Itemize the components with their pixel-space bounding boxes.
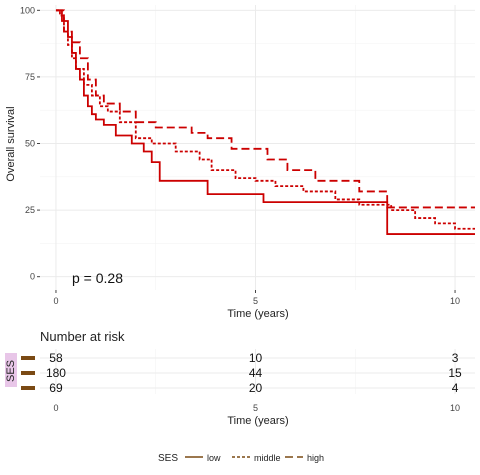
- risk-table-keys: [21, 356, 35, 390]
- km-y-axis-title: Overall survival: [5, 106, 17, 181]
- risk-table-ses-label-bg: [5, 353, 17, 387]
- km-x-tick-label: 5: [253, 296, 258, 306]
- risk-cell-low-10: 3: [452, 351, 459, 365]
- km-series-group: [55, 9, 475, 235]
- km-x-axis-title: Time (years): [227, 308, 288, 320]
- risk-cell-low-5: 10: [249, 351, 263, 365]
- km-y-tick-label: 50: [25, 139, 35, 149]
- km-series-middle: [55, 9, 475, 230]
- risk-cell-middle-0: 180: [46, 366, 66, 380]
- km-grid: [40, 5, 475, 290]
- risk-table-cells: 58 10 3 180 44 15 69 20 4: [46, 351, 462, 395]
- legend-label-low: low: [207, 453, 221, 463]
- risk-cell-middle-5: 44: [249, 366, 263, 380]
- risk-table-axes: 0 5 10: [53, 403, 460, 413]
- risk-cell-high-5: 20: [249, 381, 263, 395]
- risk-cell-low-0: 58: [49, 351, 63, 365]
- risk-cell-high-10: 4: [452, 381, 459, 395]
- km-y-tick-label: 75: [25, 72, 35, 82]
- risk-table-grid: [40, 349, 475, 394]
- km-axes: 0 25 50 75 100 0 5 10: [20, 5, 460, 306]
- risk-x-tick-label: 10: [450, 403, 460, 413]
- legend-label-middle: middle: [254, 453, 281, 463]
- km-x-tick-label: 10: [450, 296, 460, 306]
- km-series-low: [55, 9, 475, 235]
- km-x-tick-label: 0: [53, 296, 58, 306]
- risk-cell-high-0: 69: [49, 381, 63, 395]
- km-y-tick-label: 0: [30, 272, 35, 282]
- risk-x-tick-label: 0: [53, 403, 58, 413]
- risk-table-title: Number at risk: [40, 329, 125, 344]
- legend: SES low middle high: [158, 453, 324, 464]
- risk-table-y-axis-title: SES: [5, 360, 17, 382]
- legend-label-high: high: [307, 453, 324, 463]
- legend-title: SES: [158, 453, 178, 464]
- risk-cell-middle-10: 15: [448, 366, 462, 380]
- risk-x-tick-label: 5: [253, 403, 258, 413]
- km-series-high: [55, 9, 475, 209]
- p-value-annotation: p = 0.28: [72, 270, 123, 286]
- km-y-tick-label: 100: [20, 5, 35, 15]
- km-y-tick-label: 25: [25, 205, 35, 215]
- risk-table-x-axis-title: Time (years): [227, 415, 288, 427]
